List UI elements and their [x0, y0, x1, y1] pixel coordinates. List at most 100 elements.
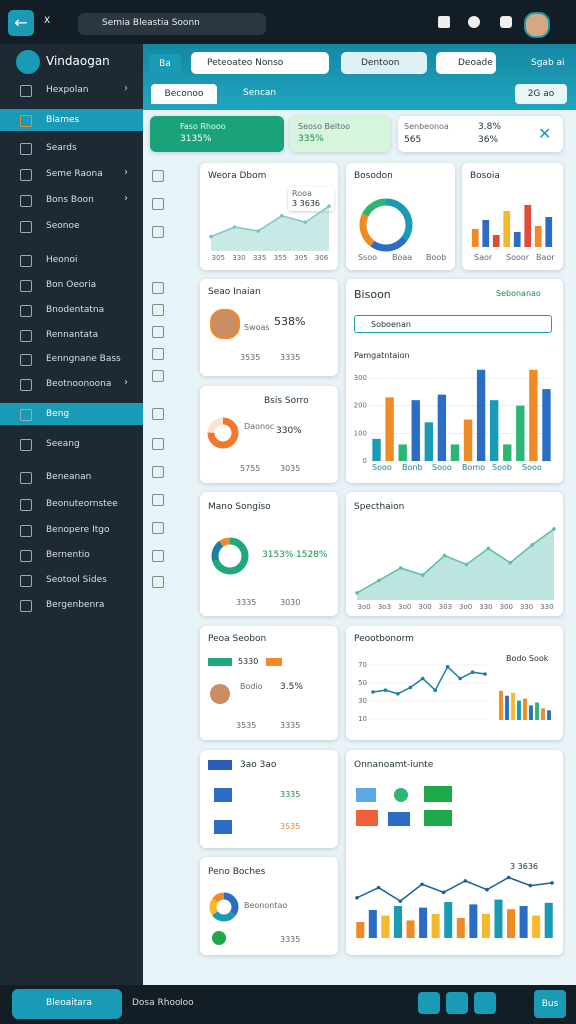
sidebar-item[interactable]: Hexpolan [46, 85, 89, 95]
bar [444, 902, 453, 938]
bar [431, 914, 440, 938]
toolbar-right[interactable]: Sgab ai [531, 58, 565, 68]
card: Onnanoamt-iunte 3 3636 [346, 750, 563, 955]
avatar[interactable] [524, 12, 550, 38]
notification-icon[interactable] [468, 16, 480, 28]
y-tick-label: 70 [358, 661, 367, 669]
sidebar-item[interactable]: Seeang [46, 439, 80, 449]
y-tick-label: 10 [358, 715, 367, 723]
icon [152, 576, 164, 588]
donut-segment [209, 892, 239, 922]
brand: Vindaogan [46, 54, 110, 68]
badge: 5330 [238, 657, 259, 666]
kpi-label: Senbeonoa [404, 122, 449, 131]
back-button[interactable]: ← [8, 10, 34, 36]
sidebar-item[interactable]: Heonoi [46, 255, 78, 265]
close-button[interactable]: X [44, 16, 51, 26]
value: 1528% [296, 550, 328, 560]
action-button[interactable]: Deoade [436, 52, 496, 74]
row-value: 3535 [280, 822, 301, 831]
bar [456, 918, 465, 938]
bar-chart [471, 205, 553, 247]
tile [424, 810, 452, 826]
donut-chart [209, 892, 239, 922]
sidebar-item[interactable]: Bernentio [46, 550, 90, 560]
brand: Bleoaitara [46, 998, 92, 1008]
card-title: 3ao 3ao [240, 760, 277, 770]
point [377, 578, 381, 583]
bar [492, 235, 500, 247]
tab[interactable]: Beconoo [151, 84, 217, 104]
icon-button[interactable] [446, 992, 468, 1014]
sidebar-icon [20, 305, 32, 317]
sidebar-icon [20, 439, 32, 451]
point [371, 690, 375, 694]
x-tick-label: 3o3 [378, 603, 391, 611]
bar [503, 444, 512, 461]
search-input[interactable]: Soboenan [354, 315, 552, 333]
search-box[interactable]: Semia Bleastia Soonn [78, 13, 266, 35]
point [256, 229, 260, 233]
bar [524, 205, 532, 247]
sidebar-item[interactable]: Seards [46, 143, 77, 153]
sidebar-item[interactable]: Seotool Sides [46, 575, 107, 585]
donut-segment [209, 892, 239, 922]
icon[interactable]: ✕ [538, 124, 552, 143]
filter[interactable]: Dentoon [341, 52, 427, 74]
tile [394, 788, 408, 802]
sidebar-item[interactable]: Bergenbenra [46, 600, 105, 610]
card: Bosoia Saor Sooor Baor [462, 163, 563, 270]
badge [208, 658, 232, 666]
icon [152, 282, 164, 294]
sidebar-item[interactable]: Biames [0, 109, 143, 131]
x-tick-label: Sooo [372, 463, 392, 472]
bar [542, 389, 551, 461]
kpi-change: 3.8% [478, 122, 501, 132]
sidebar-item[interactable]: Seonoe [46, 221, 80, 231]
card: Bisoon Sebonanao Soboenan Pamgatntaion 0… [346, 279, 563, 483]
sidebar-item[interactable]: Seme Raona [46, 169, 103, 179]
sidebar-item[interactable]: Bon Oeoria [46, 280, 97, 290]
bar [356, 922, 365, 938]
point [420, 676, 425, 681]
brand-button[interactable]: Bleoaitara [12, 989, 122, 1019]
label: Saor [474, 253, 493, 262]
point [408, 685, 413, 690]
sidebar-item[interactable]: Beneanan [46, 472, 92, 482]
bar [469, 904, 478, 938]
icon[interactable] [438, 16, 450, 28]
search-input[interactable]: Peteoateo Nonso [191, 52, 329, 74]
logo [16, 50, 40, 74]
action-button[interactable]: Bus [534, 990, 566, 1018]
kpi-extra: 36% [478, 135, 499, 145]
bar [545, 217, 553, 247]
tab[interactable]: Sencan [243, 88, 277, 98]
icon-button[interactable] [418, 992, 440, 1014]
button[interactable]: Ba [149, 54, 181, 74]
tab-right[interactable]: 2G ao [515, 84, 567, 104]
foot: 3535 [240, 353, 261, 362]
sidebar-icon [20, 525, 32, 537]
y-tick-label: 100 [354, 429, 367, 437]
sidebar-icon [20, 575, 32, 587]
bar [411, 400, 420, 461]
x-tick-label: 300 [500, 603, 513, 611]
donut-segment [211, 537, 249, 575]
sidebar-item[interactable]: Beonuteornstee [46, 499, 118, 509]
bar [471, 229, 479, 247]
icon[interactable] [500, 16, 512, 28]
sidebar-item[interactable]: Beng [0, 403, 143, 425]
line [372, 665, 486, 695]
sidebar-item[interactable]: Bnodentatna [46, 305, 105, 315]
point [552, 527, 556, 531]
x-labels: Sooo Bonb Sooo Bomo Soob Sooo [372, 463, 552, 473]
sidebar: Vindaogan Hexpolan › Biames Seards Seme Raon… [0, 44, 143, 985]
bar [481, 914, 490, 938]
sidebar-item[interactable]: Bons Boon [46, 195, 94, 205]
sidebar-item[interactable]: Rennantata [46, 330, 99, 340]
sidebar-icon [20, 409, 32, 421]
sidebar-item[interactable]: Beotnoonoona [46, 379, 112, 389]
icon-button[interactable] [474, 992, 496, 1014]
sidebar-item[interactable]: Benopere Itgo [46, 525, 110, 535]
sidebar-item[interactable]: Eenngnane Bass [46, 354, 121, 364]
